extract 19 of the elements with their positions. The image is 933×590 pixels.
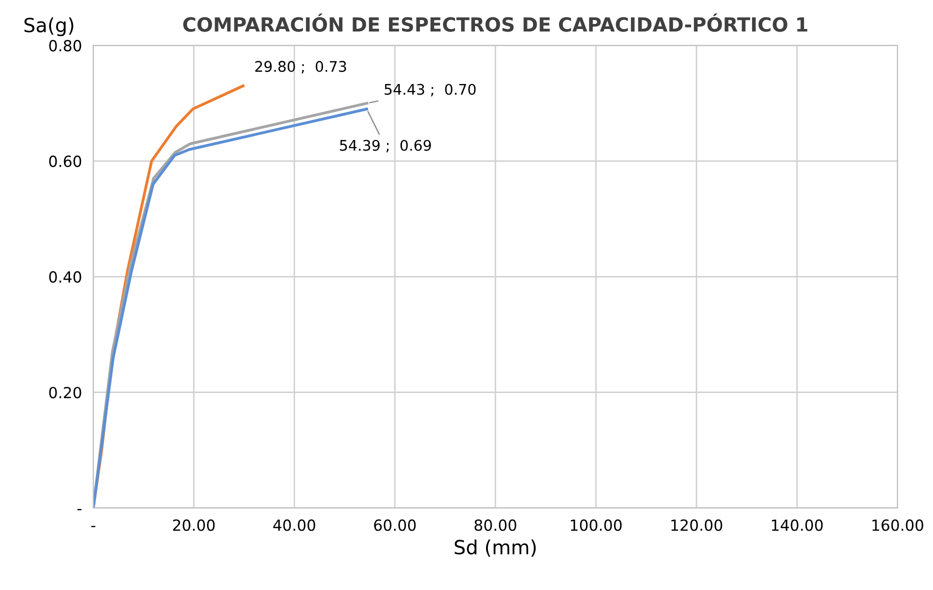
annotation: 54.43 ; 0.70 xyxy=(384,84,476,96)
y-tick-label: 0.60 xyxy=(49,156,82,168)
annotation: 29.80 ; 0.73 xyxy=(255,60,346,74)
x-tick-label: 140.00 xyxy=(772,519,823,531)
x-tick-label: 120.00 xyxy=(671,519,722,531)
x-tick-label: 60.00 xyxy=(374,519,416,531)
chart-title: COMPARACIÓN DE ESPECTROS DE CAPACIDAD-PÓRTICO 1 xyxy=(183,14,808,32)
x-tick-label: 40.00 xyxy=(273,519,316,531)
annotation: 54.39 ; 0.69 xyxy=(340,140,431,152)
x-axis-title: Sd (mm) xyxy=(454,539,536,557)
x-tick-label: 20.00 xyxy=(173,519,215,531)
x-tick-label: 100.00 xyxy=(570,519,622,531)
y-tick-label: - xyxy=(77,509,82,510)
y-tick-label: 0.20 xyxy=(49,386,82,398)
y-axis-title: Sa(g) xyxy=(24,17,74,36)
y-tick-label: 0.40 xyxy=(49,271,82,283)
x-tick-label: 160.00 xyxy=(872,519,924,531)
y-tick-label: 0.80 xyxy=(49,40,82,52)
x-tick-label: 80.00 xyxy=(474,519,516,531)
